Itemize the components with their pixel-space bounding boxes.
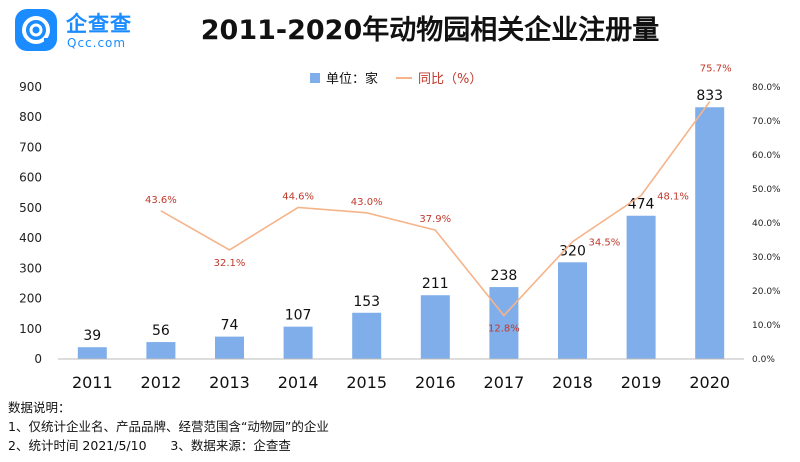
y2-tick-label: 30.0% (752, 253, 781, 263)
x-tick-label: 2013 (209, 373, 250, 392)
legend-bar-label: 单位：家 (326, 71, 378, 87)
y2-tick-label: 70.0% (752, 117, 781, 127)
chart-title: 2011-2020年动物园相关企业注册量 (200, 15, 660, 46)
y2-tick-label: 20.0% (752, 287, 781, 297)
bar (489, 287, 519, 359)
notes-line-1: 1、仅统计企业名、产品品牌、经营范围含“动物园”的企业 (8, 419, 329, 434)
bar-value-label: 320 (559, 243, 586, 259)
bar-value-label: 107 (285, 308, 312, 324)
x-tick-label: 2012 (141, 373, 182, 392)
x-tick-label: 2017 (484, 373, 525, 392)
line-series: 43.6% 32.1% 44.6% 43.0% 37.9% 12.8% 34.5% 48.1%… (145, 64, 732, 335)
bar-value-label: 56 (152, 323, 170, 339)
bar-series (77, 107, 725, 359)
y-tick-label: 300 (19, 261, 42, 275)
y-tick-label: 700 (19, 140, 42, 154)
line-value-label: 44.6% (282, 191, 314, 202)
bar (558, 262, 587, 359)
y-tick-label: 900 (19, 80, 42, 94)
bar (626, 215, 656, 359)
y-tick-label: 500 (19, 201, 42, 215)
line-value-label: 48.1% (657, 191, 689, 202)
x-tick-label: 2018 (552, 373, 593, 392)
bar (695, 107, 725, 359)
logo-domain: Qcc.com (67, 36, 127, 50)
bar (352, 312, 382, 359)
x-axis: 2011 2012 2013 2014 2015 2016 2017 2018 2019 2020 (58, 358, 744, 392)
legend-line-label: 同比（%） (418, 72, 482, 87)
yoy-line (160, 101, 711, 317)
bar-value-label: 474 (628, 197, 655, 213)
x-tick-label: 2016 (415, 373, 456, 392)
brand-logo: 企查查 Qcc.com (14, 6, 164, 56)
bar-value-label: 211 (422, 276, 449, 292)
bar (77, 347, 107, 359)
bar (146, 342, 176, 359)
y-tick-label: 100 (19, 322, 42, 336)
y2-tick-label: 60.0% (752, 151, 781, 161)
legend-bar-swatch (310, 73, 320, 83)
line-value-label: 43.6% (145, 195, 177, 206)
legend: 单位：家 同比（%） (310, 71, 482, 87)
line-value-label: 34.5% (589, 238, 621, 249)
logo-name: 企查查 (66, 12, 132, 36)
y-tick-label: 0 (34, 352, 42, 366)
y2-axis: 0.0% 10.0% 20.0% 30.0% 40.0% 50.0% 60.0% 70.0% 8… (752, 83, 781, 365)
x-tick-label: 2014 (278, 373, 319, 392)
y-tick-label: 400 (19, 231, 42, 245)
line-value-label: 37.9% (419, 214, 451, 225)
y-tick-label: 200 (19, 292, 42, 306)
line-value-label: 75.7% (700, 64, 732, 75)
y-axis: 0 100 200 300 400 500 600 700 800 900 (19, 80, 42, 366)
qcc-logo-icon (15, 9, 57, 51)
bar-value-label: 833 (696, 88, 723, 104)
x-tick-label: 2011 (72, 373, 113, 392)
bar (283, 326, 313, 359)
bar (215, 336, 244, 359)
notes-line-2: 2、统计时间 2021/5/10 3、数据来源：企查查 (8, 438, 291, 453)
x-tick-label: 2020 (689, 373, 730, 392)
y-tick-label: 600 (19, 171, 42, 185)
line-value-label: 43.0% (351, 197, 383, 208)
bar-value-label: 39 (83, 328, 101, 344)
x-tick-label: 2015 (346, 373, 387, 392)
y2-tick-label: 10.0% (752, 321, 781, 331)
line-value-label: 12.8% (488, 323, 520, 334)
y-tick-label: 800 (19, 110, 42, 124)
bar-value-label: 153 (353, 294, 380, 310)
y2-tick-label: 50.0% (752, 185, 781, 195)
y2-tick-label: 0.0% (752, 355, 775, 365)
y2-tick-label: 40.0% (752, 219, 781, 229)
data-notes: 数据说明： 1、仅统计企业名、产品品牌、经营范围含“动物园”的企业 2、统计时间… (8, 398, 329, 455)
x-tick-label: 2019 (621, 373, 662, 392)
bar-value-label: 74 (221, 318, 239, 334)
line-value-label: 32.1% (214, 258, 246, 269)
notes-heading: 数据说明： (8, 400, 71, 415)
bar-value-label: 238 (491, 268, 518, 284)
y2-tick-label: 80.0% (752, 83, 781, 93)
bar (420, 295, 450, 359)
